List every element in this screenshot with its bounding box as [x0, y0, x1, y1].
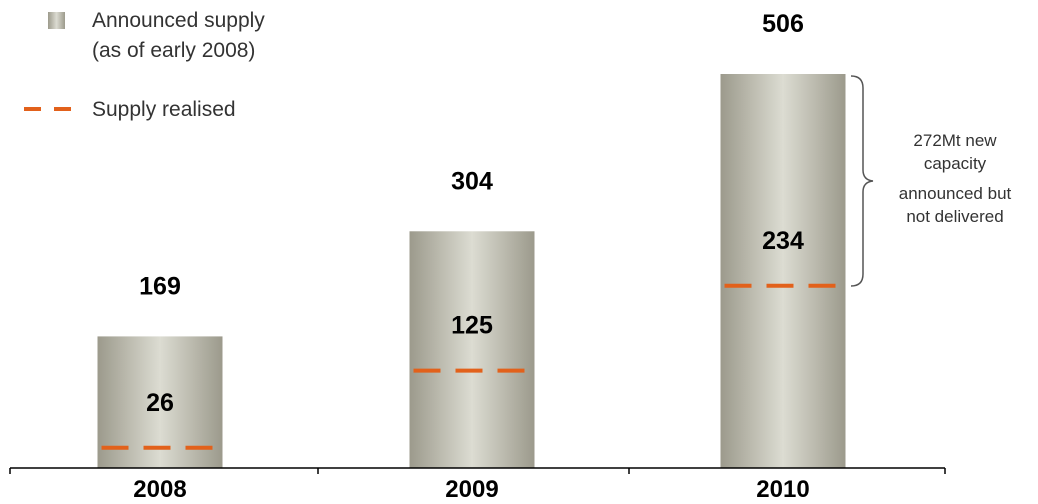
legend-announced-label-line1: Announced supply [92, 9, 265, 32]
annotation-line-1: 272Mt new [913, 131, 997, 150]
bar-announced-2010 [720, 74, 846, 468]
x-tick-label-2010: 2010 [756, 476, 809, 499]
bars-layer: 169 26 304 125 506 234 [97, 10, 846, 468]
annotation-line-3: announced but [899, 184, 1012, 203]
legend: Announced supply (as of early 2008) Supp… [24, 9, 265, 121]
x-axis [9, 467, 946, 474]
x-tick-label-2009: 2009 [445, 476, 498, 499]
curly-brace-icon [850, 75, 874, 287]
gap-annotation: 272Mt new capacity announced but not del… [850, 75, 1012, 287]
x-tick-label-2008: 2008 [133, 476, 186, 499]
legend-announced-label-line2: (as of early 2008) [92, 39, 255, 62]
bar-announced-2009 [409, 231, 535, 468]
data-label-announced-2010: 506 [762, 10, 804, 38]
data-label-announced-2008: 169 [139, 272, 181, 300]
x-axis-labels: 2008 2009 2010 [133, 476, 809, 503]
data-label-realised-2009: 125 [451, 312, 493, 340]
annotation-line-2: capacity [924, 154, 987, 173]
legend-realised-label: Supply realised [92, 98, 236, 121]
data-label-realised-2010: 234 [762, 227, 804, 255]
data-label-realised-2008: 26 [146, 389, 174, 417]
data-label-announced-2009: 304 [451, 167, 493, 195]
annotation-line-4: not delivered [906, 207, 1003, 226]
legend-announced-swatch [48, 12, 65, 29]
